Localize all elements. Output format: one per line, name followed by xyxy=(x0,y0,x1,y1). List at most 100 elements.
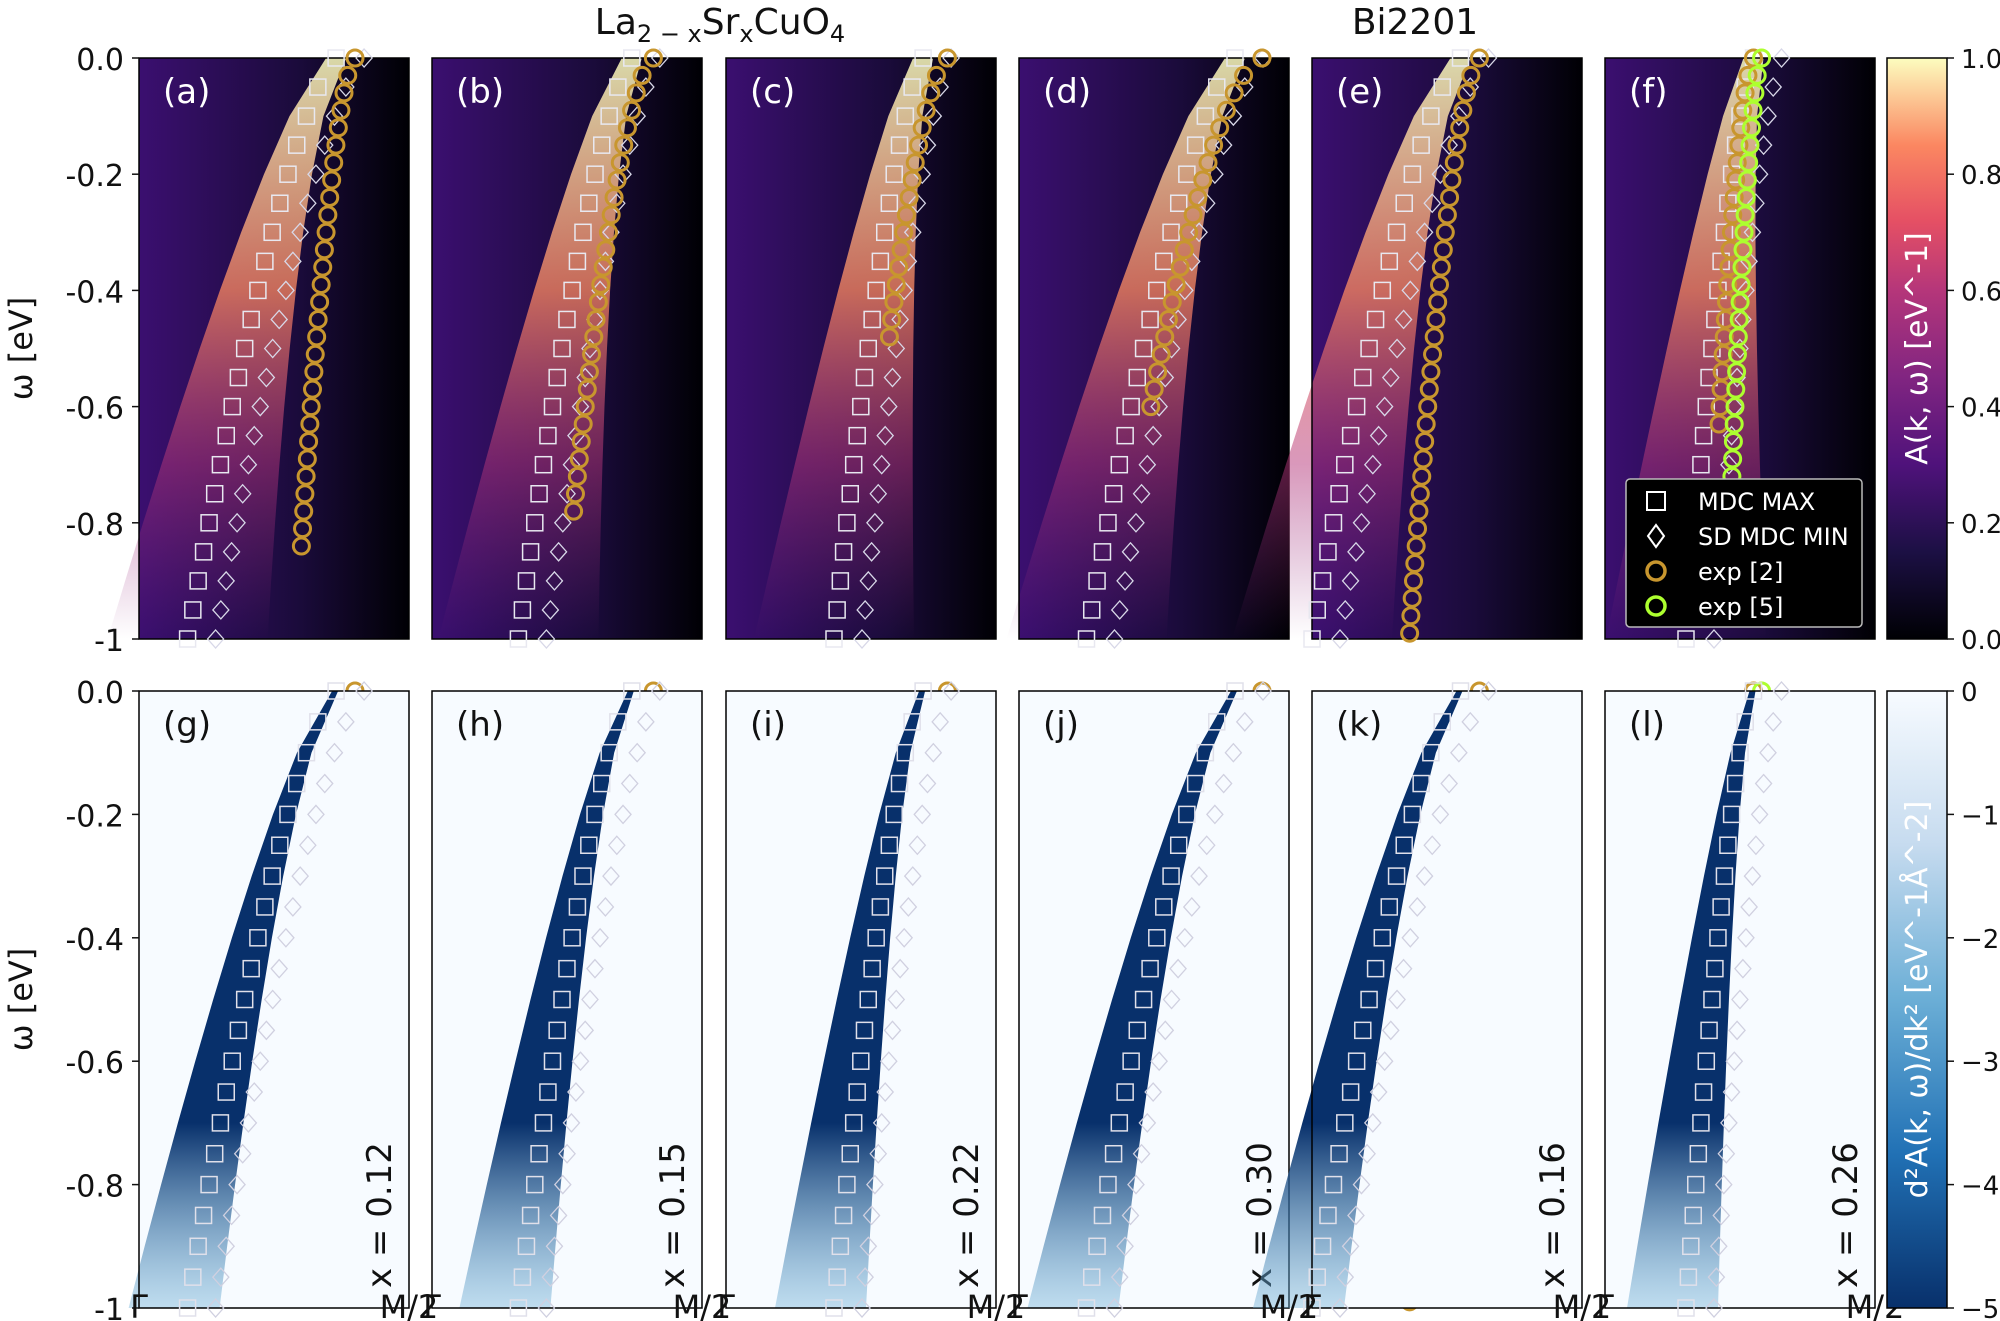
mdc-max-marker xyxy=(1186,774,1205,793)
sd-mdc-min-marker xyxy=(1759,742,1777,763)
mdc-max-marker xyxy=(1697,1052,1716,1070)
sd-mdc-min-marker xyxy=(620,135,639,156)
sd-mdc-min-marker xyxy=(866,1174,884,1195)
sd-mdc-min-marker xyxy=(1479,48,1498,68)
mdc-max-marker xyxy=(855,1021,874,1040)
exp-2-marker xyxy=(293,519,313,539)
exp-2-marker xyxy=(1179,222,1199,242)
exp-2-marker xyxy=(299,431,319,451)
mdc-max-marker xyxy=(235,990,254,1009)
mdc-max-marker xyxy=(914,49,932,67)
sd-mdc-min-marker xyxy=(270,958,289,979)
sd-mdc-min-marker xyxy=(856,599,875,620)
exp-2-marker xyxy=(296,466,316,486)
mdc-max-marker xyxy=(1719,836,1737,854)
sd-mdc-min-marker xyxy=(876,1082,895,1103)
sd-mdc-min-marker xyxy=(586,958,604,979)
axes-labels: 0.0 -0.2 -0.4 -0.6 -0.8 -1 ω [eV] 0.0 -0.2 -0.4 -0… xyxy=(2,43,1904,1321)
sd-mdc-min-marker xyxy=(899,896,918,917)
exp-2-marker xyxy=(295,484,315,504)
panel-frame xyxy=(725,690,997,1309)
mdc-max-marker xyxy=(844,1114,863,1132)
doping-label: x = 0.26 xyxy=(1826,1142,1866,1288)
panel-frame xyxy=(1018,57,1290,640)
sd-mdc-min-marker xyxy=(1197,835,1216,856)
sd-mdc-min-marker xyxy=(222,1205,241,1226)
sd-mdc-min-marker xyxy=(1169,309,1187,330)
mdc-max-marker xyxy=(852,397,870,416)
x-tick-label: M/2 xyxy=(380,1288,439,1321)
exp-2-marker xyxy=(1404,571,1424,591)
sd-mdc-min-marker xyxy=(650,681,669,701)
mdc-max-marker xyxy=(875,223,894,242)
exp-2-marker xyxy=(593,257,613,277)
mdc-max-marker xyxy=(1341,1083,1360,1101)
exp-2-marker xyxy=(334,83,354,103)
sd-mdc-min-marker xyxy=(233,483,252,504)
mdc-max-marker xyxy=(1099,514,1117,532)
exp-2-marker xyxy=(921,83,941,103)
exp-2-marker xyxy=(1428,292,1448,312)
exp-2-marker xyxy=(912,118,932,138)
mdc-max-marker xyxy=(1128,368,1147,387)
sd-mdc-min-marker xyxy=(228,512,246,533)
mdc-max-marker xyxy=(1395,194,1413,212)
sd-mdc-min-marker xyxy=(1381,367,1400,388)
sd-mdc-min-marker xyxy=(862,541,881,562)
exp-2-marker xyxy=(308,309,328,329)
mdc-max-marker xyxy=(200,514,218,532)
exp-2-marker xyxy=(320,187,340,207)
exp-2-marker xyxy=(617,118,637,138)
mdc-max-marker xyxy=(1395,836,1413,854)
mdc-max-marker xyxy=(586,805,604,824)
mdc-max-marker xyxy=(1208,713,1226,731)
panel-h: (h) x = 0.15 xyxy=(431,681,703,1318)
mdc-max-marker xyxy=(1082,601,1101,619)
sd-mdc-min-marker xyxy=(245,1082,264,1103)
exp-2-marker xyxy=(905,153,925,173)
exp-2-marker xyxy=(1405,553,1425,573)
sd-mdc-min-marker xyxy=(217,570,236,591)
mdc-max-marker xyxy=(859,339,878,358)
exp-2-marker xyxy=(1720,240,1740,260)
mdc-max-marker xyxy=(1093,1206,1112,1225)
sd-mdc-min-marker xyxy=(1150,396,1169,417)
sd-mdc-min-marker xyxy=(263,338,282,359)
sd-mdc-min-marker xyxy=(567,1082,585,1103)
sd-mdc-min-marker xyxy=(576,1020,595,1041)
exp-2-marker xyxy=(879,327,899,347)
exp-2-marker xyxy=(565,484,585,504)
sd-mdc-min-marker xyxy=(545,570,564,591)
mdc-max-marker xyxy=(1169,194,1188,212)
mdc-max-marker xyxy=(1148,929,1166,947)
mdc-max-marker xyxy=(1697,397,1716,416)
exp-5-marker xyxy=(1743,100,1763,120)
mdc-max-marker xyxy=(229,1021,248,1040)
sd-mdc-min-marker xyxy=(277,280,295,301)
exp-2-marker xyxy=(322,170,342,190)
mdc-max-marker xyxy=(859,990,878,1009)
sd-mdc-min-marker xyxy=(859,1236,878,1257)
exp-2-marker xyxy=(1183,205,1203,225)
y-tick-label: 0.0 xyxy=(76,676,124,711)
exp-2-marker xyxy=(1224,83,1244,103)
exp-2-marker xyxy=(1453,100,1473,120)
mdc-max-marker xyxy=(1731,743,1749,762)
mdc-max-marker xyxy=(1387,867,1406,885)
sd-mdc-min-marker xyxy=(1224,742,1243,763)
mdc-max-marker xyxy=(1694,1083,1713,1101)
mdc-max-marker xyxy=(1422,107,1440,125)
mdc-max-marker xyxy=(903,78,921,96)
panel-frame xyxy=(138,57,410,640)
mdc-max-marker xyxy=(880,194,899,212)
exp-2-marker xyxy=(1415,431,1435,451)
mdc-max-marker xyxy=(903,713,921,731)
sd-mdc-min-marker xyxy=(895,927,914,948)
colorbar-tick-label: 0.6 xyxy=(1961,277,2000,307)
exp-2-marker xyxy=(1744,48,1763,68)
spectral-ridge xyxy=(438,58,642,639)
mdc-max-marker xyxy=(1303,1299,1321,1317)
mdc-max-marker xyxy=(1303,630,1321,648)
sd-mdc-min-marker xyxy=(545,1236,564,1257)
exp-2-marker xyxy=(1418,397,1438,417)
